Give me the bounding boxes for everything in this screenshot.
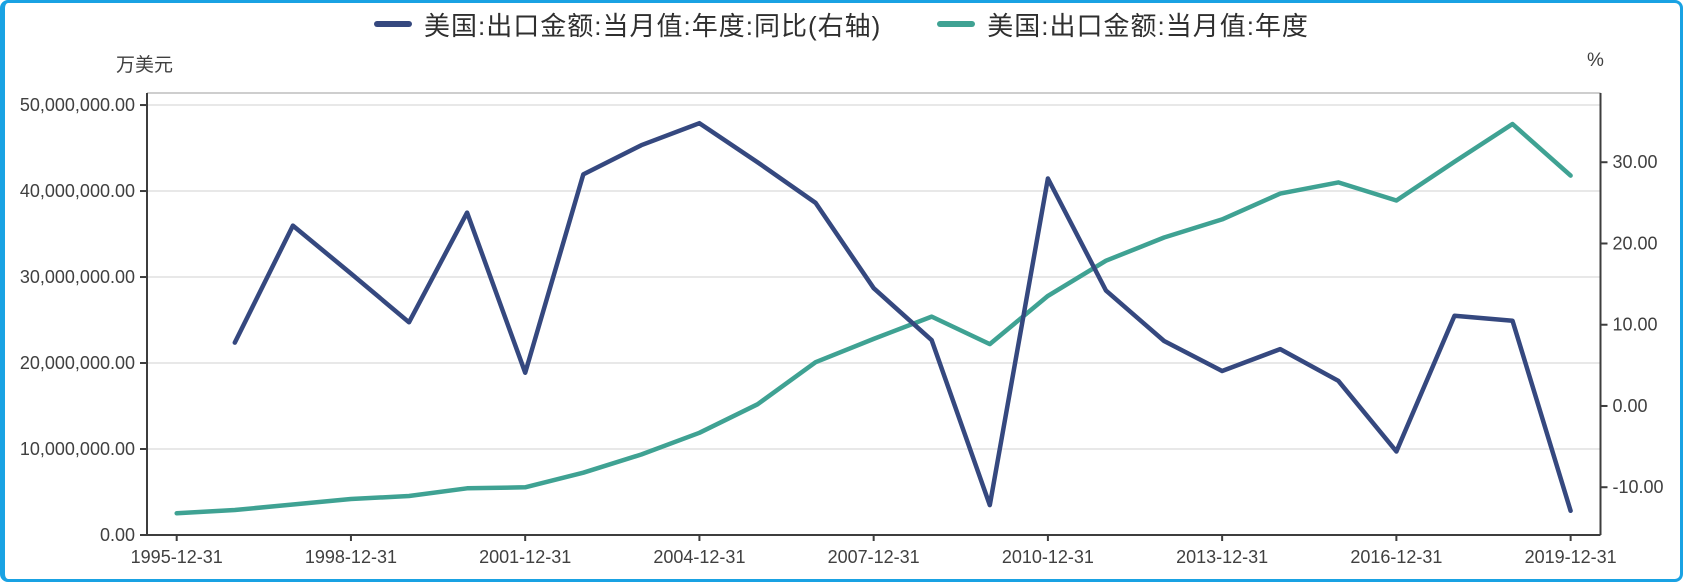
x-axis-tick-label: 2016-12-31 bbox=[1350, 547, 1442, 567]
legend-item-export[interactable]: 美国:出口金额:当月值:年度 bbox=[937, 6, 1309, 43]
legend-label-export: 美国:出口金额:当月值:年度 bbox=[987, 10, 1309, 41]
series-line-yoy bbox=[232, 120, 1573, 514]
left-axis-tick-label: 20,000,000.00 bbox=[20, 353, 135, 373]
x-axis-tick-label: 2013-12-31 bbox=[1176, 547, 1268, 567]
left-axis-tick-label: 40,000,000.00 bbox=[20, 181, 135, 201]
right-axis-tick-label: 30.00 bbox=[1613, 152, 1658, 172]
right-axis-ticks: 30.00 20.00 10.00 0.00 -10.00 bbox=[1600, 152, 1664, 497]
left-axis-tick-label: 10,000,000.00 bbox=[20, 439, 135, 459]
right-axis-unit-label: % bbox=[1587, 50, 1604, 71]
legend-label-yoy: 美国:出口金额:当月值:年度:同比(右轴) bbox=[424, 10, 882, 41]
legend: 美国:出口金额:当月值:年度:同比(右轴) 美国:出口金额:当月值:年度 bbox=[0, 6, 1683, 42]
right-axis-tick-label: 20.00 bbox=[1613, 233, 1658, 253]
x-axis-tick-label: 1998-12-31 bbox=[305, 547, 397, 567]
x-axis-tick-label: 2004-12-31 bbox=[653, 547, 745, 567]
left-axis-unit-label: 万美元 bbox=[115, 55, 173, 76]
x-axis-tick-label: 2010-12-31 bbox=[1002, 547, 1094, 567]
right-axis-tick-label: -10.00 bbox=[1613, 477, 1664, 497]
right-axis-tick-label: 10.00 bbox=[1613, 315, 1658, 335]
gridlines bbox=[147, 92, 1601, 451]
x-axis-tick-label: 2007-12-31 bbox=[828, 547, 920, 567]
left-axis-ticks: 50,000,000.00 40,000,000.00 30,000,000.00 2… bbox=[20, 95, 147, 545]
left-axis-tick-label: 50,000,000.00 bbox=[20, 95, 135, 115]
right-axis-tick-label: 0.00 bbox=[1613, 396, 1648, 416]
legend-item-yoy[interactable]: 美国:出口金额:当月值:年度:同比(右轴) bbox=[374, 6, 881, 43]
series-line-export-value bbox=[174, 121, 1573, 516]
x-axis-ticks: 1995-12-31 1998-12-31 2001-12-31 2004-12-31… bbox=[131, 535, 1617, 567]
left-axis-tick-label: 0.00 bbox=[100, 525, 135, 545]
left-axis-tick-label: 30,000,000.00 bbox=[20, 267, 135, 287]
legend-swatch-yoy bbox=[374, 21, 413, 27]
x-axis-tick-label: 1995-12-31 bbox=[131, 547, 223, 567]
axis-lines bbox=[146, 93, 1602, 536]
x-axis-tick-label: 2001-12-31 bbox=[479, 547, 571, 567]
x-axis-tick-label: 2019-12-31 bbox=[1525, 547, 1617, 567]
legend-swatch-export bbox=[937, 21, 976, 27]
